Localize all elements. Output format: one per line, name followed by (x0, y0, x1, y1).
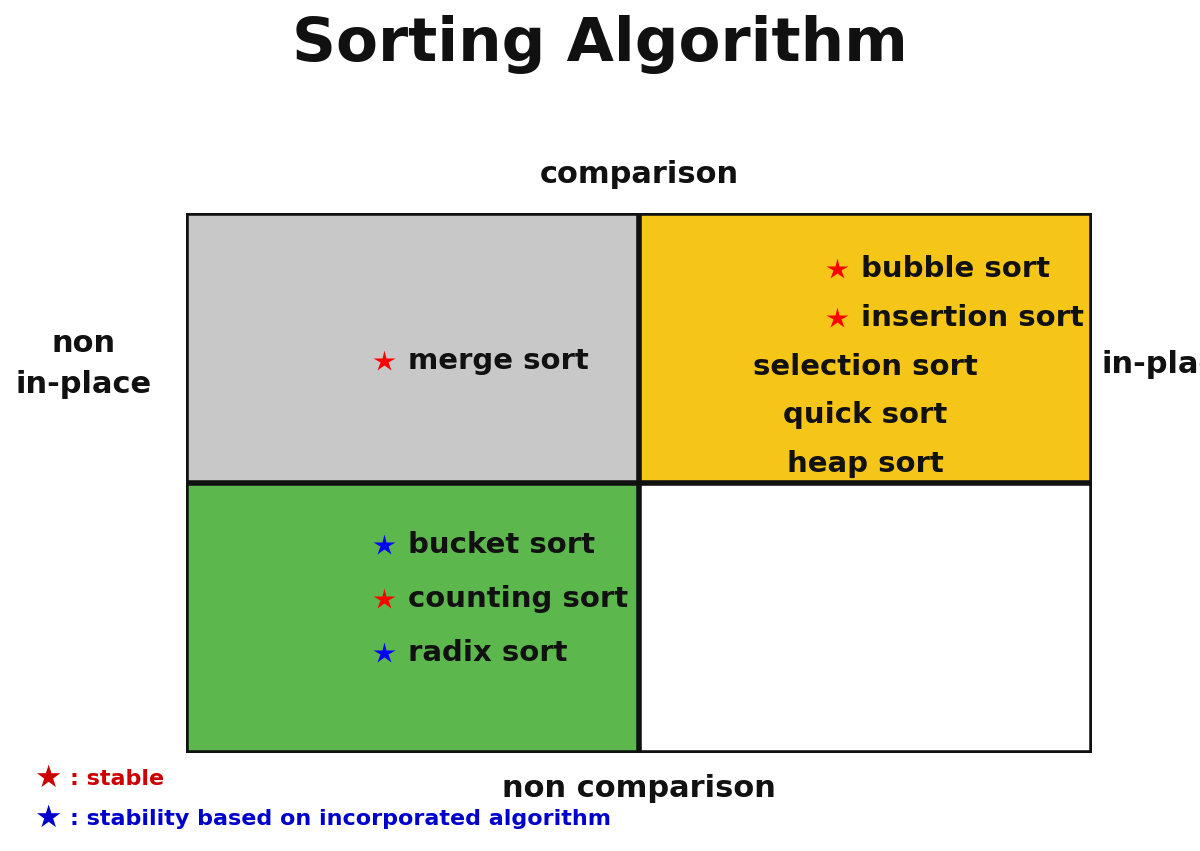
Text: insertion sort: insertion sort (860, 304, 1084, 332)
Text: non comparison: non comparison (502, 774, 776, 803)
Text: quick sort: quick sort (784, 402, 948, 430)
Text: ★: ★ (35, 804, 61, 833)
Text: radix sort: radix sort (408, 639, 568, 667)
Text: ★: ★ (35, 764, 61, 793)
Text: bubble sort: bubble sort (860, 255, 1050, 283)
Bar (186, 213, 640, 483)
Bar (640, 483, 1092, 753)
Text: : stable: : stable (70, 768, 163, 789)
Text: Sorting Algorithm: Sorting Algorithm (292, 14, 908, 74)
Text: counting sort: counting sort (408, 585, 628, 613)
Text: : stability based on incorporated algorithm: : stability based on incorporated algori… (70, 808, 611, 829)
Text: non
in-place: non in-place (16, 329, 152, 399)
Text: merge sort: merge sort (408, 347, 589, 375)
Text: heap sort: heap sort (787, 450, 944, 478)
Text: selection sort: selection sort (754, 353, 978, 380)
Bar (186, 483, 640, 753)
Text: in-place: in-place (1102, 350, 1200, 379)
Text: bucket sort: bucket sort (408, 531, 595, 559)
Text: comparison: comparison (540, 160, 738, 189)
Bar (640, 213, 1092, 483)
